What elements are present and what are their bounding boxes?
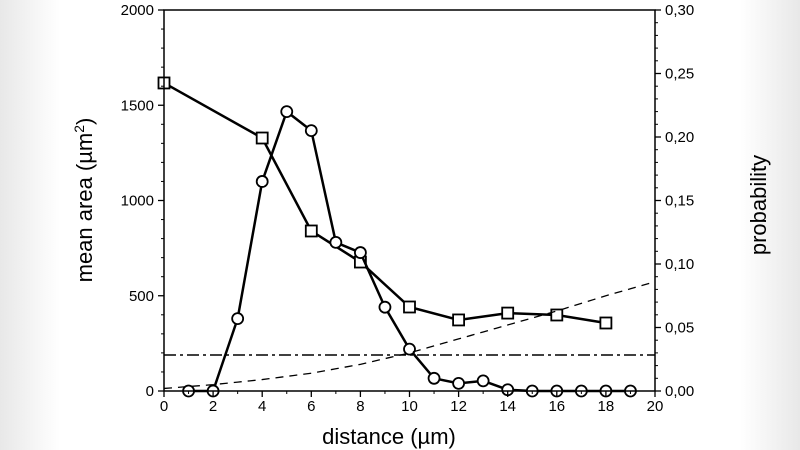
- x-tick-label: 0: [160, 398, 168, 415]
- y-left-axis-label: mean area (µm2): [71, 118, 97, 283]
- x-tick-label: 14: [499, 398, 516, 415]
- y-right-tick-label: 0,30: [665, 2, 694, 19]
- y-right-tick-label: 0,25: [665, 66, 694, 83]
- data-point-circle: [403, 342, 416, 356]
- x-tick-label: 2: [209, 398, 217, 415]
- y-right-tick-label: 0,05: [665, 320, 694, 337]
- data-point-circle: [378, 300, 392, 314]
- data-point-circle: [452, 376, 466, 390]
- data-point-circle: [231, 312, 245, 326]
- x-tick-label: 16: [548, 398, 565, 415]
- data-point-square: [550, 308, 564, 322]
- data-point-circle: [476, 374, 490, 388]
- data-point-circle: [329, 236, 343, 249]
- data-point-square: [501, 306, 515, 320]
- y-left-tick-label: 1500: [121, 97, 154, 114]
- background-left: [0, 0, 60, 450]
- series-line-mean-area: [163, 81, 607, 325]
- data-point-square: [452, 313, 466, 327]
- x-tick-label: 12: [450, 398, 467, 415]
- x-tick-label: 18: [598, 398, 615, 415]
- y-right-axis-label: probability: [746, 155, 771, 255]
- y-right-tick-label: 0,20: [665, 129, 694, 146]
- y-right-tick-label: 0,00: [665, 383, 694, 400]
- y-left-tick-label: 2000: [121, 2, 154, 19]
- y-right-tick-label: 0,10: [665, 256, 694, 273]
- x-tick-label: 6: [307, 398, 315, 415]
- data-point-square: [255, 131, 269, 145]
- y-left-tick-label: 1000: [121, 193, 154, 210]
- plot-frame: [163, 9, 656, 392]
- x-tick-label: 4: [258, 398, 266, 415]
- background-right: [740, 0, 800, 450]
- series-line-dashed-curve: [163, 281, 656, 390]
- data-point-circle: [353, 246, 367, 259]
- x-axis-label: distance (µm): [322, 424, 456, 449]
- data-point-circle: [427, 371, 441, 385]
- data-point-circle: [255, 175, 269, 188]
- data-point-square: [304, 224, 318, 238]
- data-point-circle: [304, 124, 318, 138]
- x-tick-label: 10: [401, 398, 418, 415]
- y-right-tick-label: 0,15: [665, 193, 694, 210]
- data-point-square: [599, 316, 613, 330]
- x-tick-label: 20: [647, 398, 664, 415]
- data-point-square: [403, 300, 416, 314]
- data-point-circle: [280, 105, 294, 118]
- y-left-tick-label: 0: [146, 383, 154, 400]
- y-left-tick-label: 500: [129, 288, 154, 305]
- x-tick-label: 8: [356, 398, 364, 415]
